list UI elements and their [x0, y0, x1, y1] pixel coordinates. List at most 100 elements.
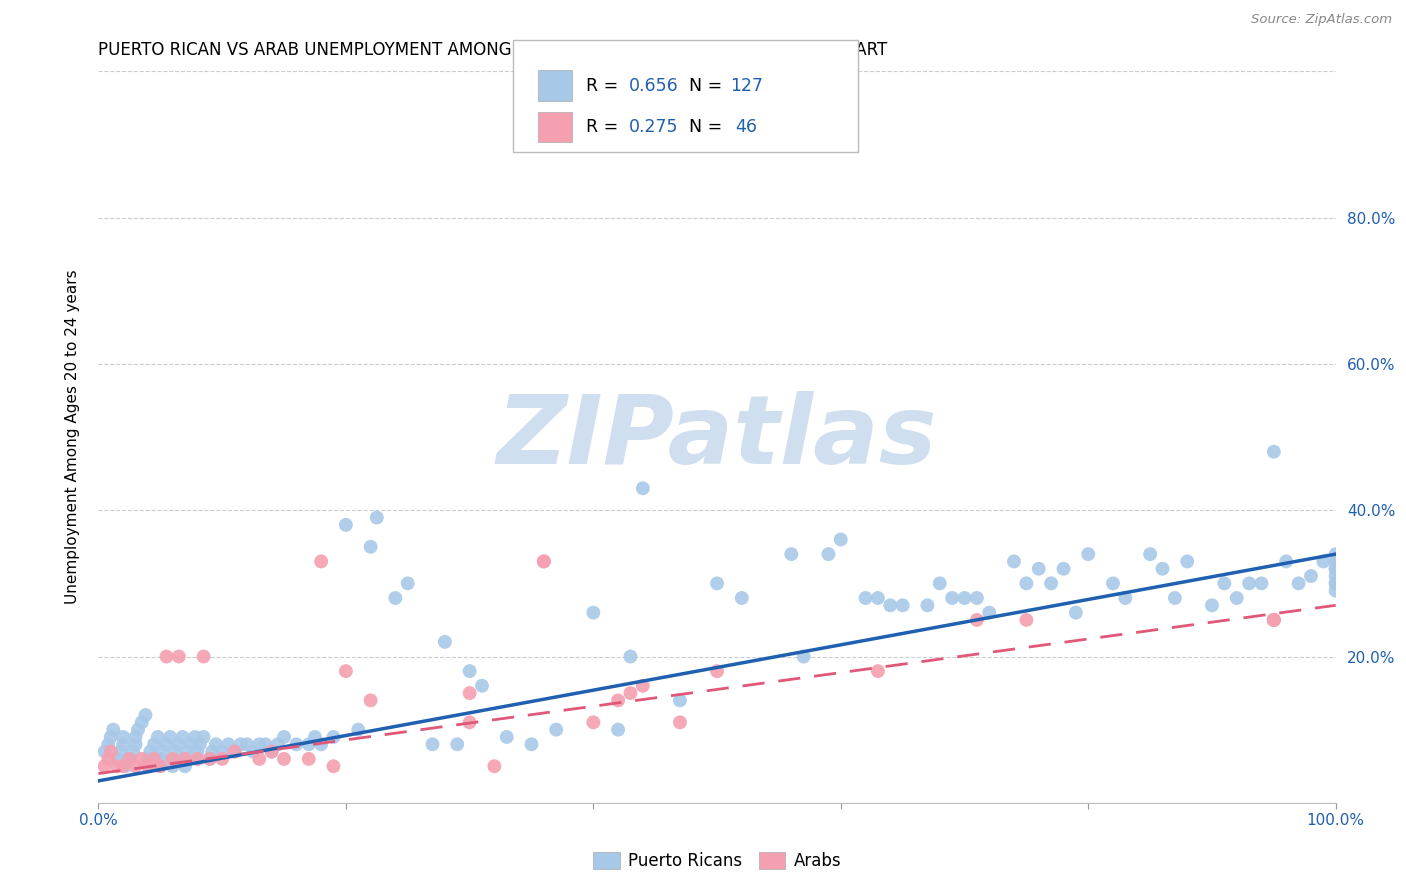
Point	[229, 737, 252, 751]
Point	[198, 752, 221, 766]
Point	[93, 759, 115, 773]
Point	[669, 693, 692, 707]
Point	[100, 745, 122, 759]
Point	[143, 737, 166, 751]
Point	[891, 599, 914, 613]
Point	[184, 730, 207, 744]
Point	[1164, 591, 1187, 605]
Text: Source: ZipAtlas.com: Source: ZipAtlas.com	[1251, 13, 1392, 27]
Point	[384, 591, 406, 605]
Point	[136, 752, 159, 766]
Point	[966, 613, 988, 627]
Point	[174, 759, 197, 773]
Point	[866, 664, 889, 678]
Point	[953, 591, 976, 605]
Point	[180, 737, 202, 751]
Point	[1263, 444, 1285, 458]
Point	[619, 686, 641, 700]
Point	[830, 533, 852, 547]
Point	[1288, 576, 1310, 591]
Point	[217, 737, 239, 751]
Point	[155, 649, 177, 664]
Point	[484, 759, 506, 773]
Point	[1028, 562, 1050, 576]
Point	[582, 606, 605, 620]
Point	[780, 547, 803, 561]
Point	[162, 752, 184, 766]
Point	[105, 759, 128, 773]
Point	[118, 752, 141, 766]
Point	[1263, 613, 1285, 627]
Point	[260, 745, 283, 759]
Point	[669, 715, 692, 730]
Point	[495, 730, 517, 744]
Point	[174, 752, 197, 766]
Point	[186, 745, 208, 759]
Point	[134, 708, 156, 723]
Point	[149, 759, 172, 773]
Point	[298, 737, 321, 751]
Point	[360, 540, 382, 554]
Point	[979, 606, 1001, 620]
Point	[866, 591, 889, 605]
Point	[1175, 554, 1198, 568]
Point	[97, 737, 120, 751]
Point	[1077, 547, 1099, 561]
Point	[546, 723, 568, 737]
Point	[1299, 569, 1322, 583]
Point	[1324, 562, 1347, 576]
Point	[879, 599, 901, 613]
Point	[928, 576, 950, 591]
Point	[205, 737, 228, 751]
Point	[1201, 599, 1223, 613]
Point	[193, 649, 215, 664]
Point	[136, 759, 159, 773]
Point	[114, 759, 136, 773]
Point	[533, 554, 555, 568]
Point	[533, 554, 555, 568]
Point	[607, 693, 630, 707]
Point	[201, 745, 224, 759]
Point	[309, 554, 332, 568]
Point	[242, 745, 264, 759]
Point	[1064, 606, 1087, 620]
Point	[1324, 576, 1347, 591]
Point	[105, 752, 128, 766]
Point	[619, 649, 641, 664]
Y-axis label: Unemployment Among Ages 20 to 24 years: Unemployment Among Ages 20 to 24 years	[65, 269, 80, 605]
Point	[152, 745, 174, 759]
Point	[131, 752, 153, 766]
Point	[188, 737, 211, 751]
Point	[97, 752, 120, 766]
Point	[1312, 554, 1334, 568]
Point	[224, 745, 246, 759]
Text: R =: R =	[586, 77, 624, 95]
Point	[103, 723, 125, 737]
Point	[124, 737, 146, 751]
Point	[236, 737, 259, 751]
Point	[1324, 547, 1347, 561]
Point	[146, 730, 169, 744]
Point	[335, 664, 357, 678]
Point	[1250, 576, 1272, 591]
Point	[110, 745, 132, 759]
Point	[1002, 554, 1025, 568]
Point	[706, 576, 728, 591]
Point	[1324, 554, 1347, 568]
Point	[520, 737, 543, 751]
Point	[193, 730, 215, 744]
Text: 127: 127	[730, 77, 762, 95]
Point	[855, 591, 877, 605]
Point	[1275, 554, 1298, 568]
Point	[1324, 562, 1347, 576]
Point	[172, 730, 194, 744]
Point	[1052, 562, 1074, 576]
Point	[706, 664, 728, 678]
Text: 46: 46	[735, 118, 758, 136]
Text: N =: N =	[689, 77, 728, 95]
Point	[1324, 562, 1347, 576]
Point	[131, 715, 153, 730]
Point	[136, 759, 159, 773]
Point	[396, 576, 419, 591]
Point	[335, 517, 357, 532]
